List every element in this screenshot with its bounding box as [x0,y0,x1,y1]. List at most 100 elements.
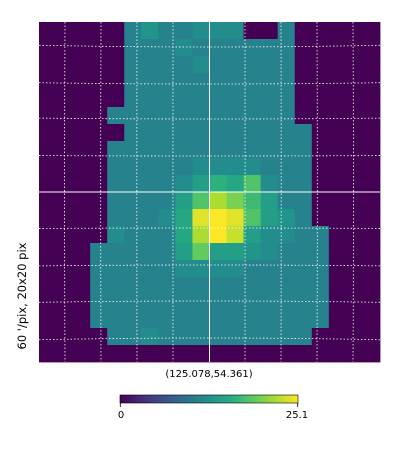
heatmap-cell [260,277,279,295]
heatmap-cell [73,294,91,312]
heatmap-cell [39,192,57,210]
heatmap-cell [175,39,193,57]
heatmap-cell [260,158,279,176]
heatmap-cell [277,158,296,176]
heatmap-cell [328,209,347,227]
heatmap-cell [39,90,57,108]
heatmap-cell [124,107,142,125]
heatmap-cell [277,294,296,312]
heatmap-cell [192,107,210,125]
heatmap-cell [107,22,125,40]
heatmap-cell [90,277,108,295]
heatmap-cell [328,107,347,125]
heatmap-cell [277,243,296,261]
heatmap-cell [362,226,381,244]
heatmap-cell [39,209,57,227]
heatmap-cell [226,175,244,193]
heatmap-cell [209,73,227,91]
heatmap-cell [209,328,227,346]
heatmap-cell [90,294,108,312]
heatmap-cell [107,328,125,346]
heatmap-cell [294,56,313,74]
heatmap-cell [73,56,91,74]
heatmap-cell [260,294,279,312]
heatmap-cell [277,124,296,142]
heatmap-cell [328,73,347,91]
heatmap-cell [141,90,159,108]
heatmap-cell [362,328,381,346]
heatmap-cell [107,260,125,278]
heatmap-cell [141,277,159,295]
heatmap-cell [73,39,91,57]
heatmap-cell [328,345,347,363]
heatmap-cell [362,141,381,159]
heatmap-cell [90,260,108,278]
heatmap-cell [243,294,262,312]
heatmap-cell [294,243,313,261]
heatmap-cell [328,294,347,312]
heatmap-cell [294,328,313,346]
heatmap-cell [243,328,262,346]
heatmap-cell [107,175,125,193]
heatmap-cell [362,260,381,278]
heatmap-cell [260,209,279,227]
heatmap-cell [107,345,125,363]
heatmap-cell [141,22,159,40]
heatmap-cell [260,22,279,40]
heatmap-cell [328,124,347,142]
heatmap-cell [73,175,91,193]
heatmap-cell [158,22,176,40]
heatmap-cell [141,328,159,346]
heatmap-cell [243,39,262,57]
heatmap-cell [192,73,210,91]
graticule-grid [39,22,380,362]
heatmap-cell [39,107,57,125]
heatmap-cell [294,39,313,57]
heatmap-cell [192,243,210,261]
heatmap-cell [277,90,296,108]
heatmap-cell [175,243,193,261]
heatmap-cell [311,90,330,108]
heatmap-cell [243,243,262,261]
heatmap-cell [141,73,159,91]
heatmap-cell [226,56,244,74]
heatmap-cell [90,90,108,108]
heatmap-cell [226,294,244,312]
heatmap-cell [192,22,210,40]
heatmap-cell [345,90,364,108]
heatmap-cell [39,260,57,278]
heatmap-cell [73,277,91,295]
heatmap-cell [107,39,125,57]
heatmap-cell [226,39,244,57]
heatmap-cell [328,141,347,159]
heatmap-cell [73,22,91,40]
heatmap-cell [141,56,159,74]
heatmap-cell [209,192,227,210]
colorbar-max-label: 25.1 [286,410,308,421]
heatmap-cell [260,226,279,244]
heatmap-cell [277,73,296,91]
heatmap-cell [226,141,244,159]
heatmap-cell [124,209,142,227]
heatmap-cell [294,158,313,176]
heatmap-cell [107,192,125,210]
heatmap-cell [294,345,313,363]
heatmap-cell [328,158,347,176]
heatmap-cell [175,56,193,74]
heatmap-cell [56,243,74,261]
heatmap-cell [175,294,193,312]
heatmap-cell [311,56,330,74]
heatmap-cell [209,141,227,159]
heatmap-cell [107,158,125,176]
heatmap-cell [294,73,313,91]
heatmap-cell [158,345,176,363]
heatmap-cell [277,345,296,363]
heatmap-cell [90,124,108,142]
heatmap-cell [107,124,125,142]
heatmap-cell [73,141,91,159]
heatmap-cell [158,73,176,91]
heatmap-cell [277,141,296,159]
heatmap-cell [158,328,176,346]
heatmap-cell [345,73,364,91]
heatmap-cell [56,141,74,159]
